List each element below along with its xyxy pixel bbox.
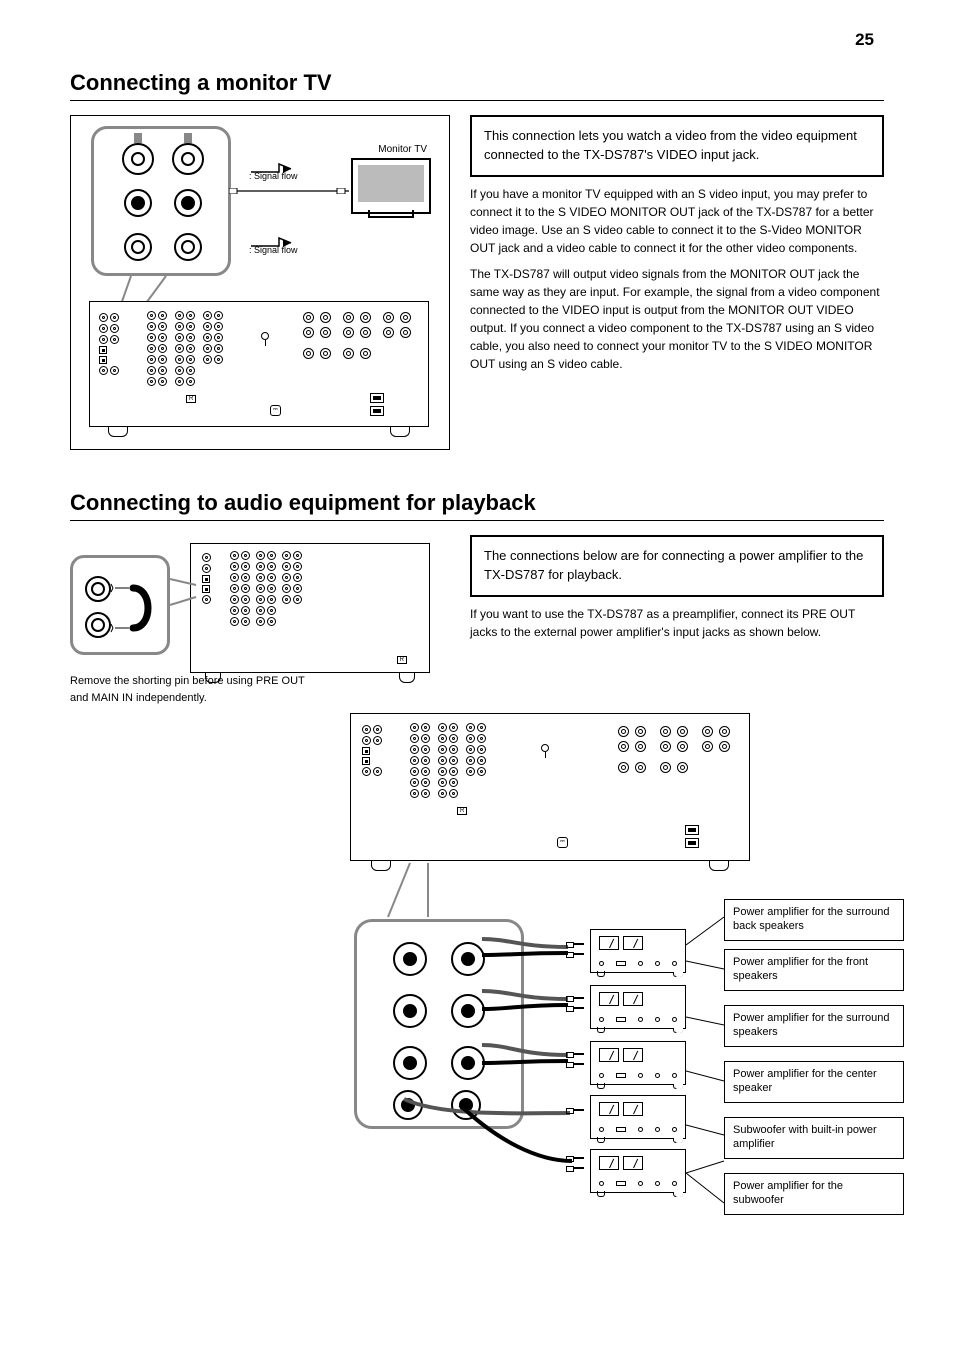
label-amp-3: Power amplifier for the center speaker bbox=[724, 1061, 904, 1103]
section1-text-col: This connection lets you watch a video f… bbox=[470, 115, 884, 381]
cable-front bbox=[480, 985, 570, 1019]
section2-rule bbox=[70, 520, 884, 521]
jack-top-left bbox=[122, 143, 154, 175]
u-pin-icon bbox=[109, 578, 159, 638]
jack-top-right bbox=[172, 143, 204, 175]
tv-screen bbox=[358, 165, 424, 202]
rear-panel-1: R bbox=[89, 301, 429, 427]
section1-para-1: If you have a monitor TV equipped with a… bbox=[470, 185, 884, 257]
rp1-gnd bbox=[260, 332, 270, 342]
section1-para-2: The TX-DS787 will output video signals f… bbox=[470, 265, 884, 373]
cable-sub bbox=[458, 1101, 574, 1171]
section2-right-top: The connections below are for connecting… bbox=[470, 535, 884, 649]
rp1-ac bbox=[370, 393, 384, 416]
amp-surrback bbox=[590, 929, 686, 973]
jack-bottom-right bbox=[174, 233, 202, 261]
rp1-foot-r bbox=[390, 427, 410, 437]
section2-title: Connecting to audio equipment for playba… bbox=[70, 490, 884, 516]
rp2b-gnd bbox=[541, 744, 549, 758]
jack-bottom-left bbox=[124, 233, 152, 261]
amp-front bbox=[590, 985, 686, 1029]
signal-label-bottom: : Signal flow bbox=[249, 246, 309, 256]
label-amp-4: Subwoofer with built-in power amplifier bbox=[724, 1117, 904, 1159]
cable-to-tv bbox=[229, 188, 349, 194]
rp1-left-block bbox=[98, 312, 120, 376]
rp1-speaker-terms bbox=[300, 310, 414, 361]
preamp-diagram: R ⎓ bbox=[70, 713, 884, 1243]
section2-left: R Remove the shorting pin before using P… bbox=[70, 535, 450, 705]
rp2b-ac bbox=[685, 825, 699, 848]
rp2a-grid bbox=[229, 550, 303, 627]
page: 25 Connecting a monitor TV bbox=[0, 0, 954, 1351]
rear-panel-2a: R bbox=[190, 543, 430, 673]
label-amp-2: Power amplifier for the surround speaker… bbox=[724, 1005, 904, 1047]
post1 bbox=[134, 133, 142, 143]
cable-surr bbox=[480, 1039, 570, 1073]
amp-leaders bbox=[686, 913, 726, 1213]
tv-icon bbox=[351, 158, 431, 214]
section1-title: Connecting a monitor TV bbox=[70, 70, 884, 96]
label-amp-0: Power amplifier for the surround back sp… bbox=[724, 899, 904, 941]
rp2b-badge: ⎓ bbox=[557, 837, 568, 848]
tv-label: Monitor TV bbox=[378, 144, 427, 155]
zoom-leader-2a bbox=[168, 575, 198, 615]
rp2a-foot-r bbox=[399, 673, 415, 683]
preout-surrback-l bbox=[393, 942, 427, 976]
signal-label-top: : Signal flow bbox=[249, 172, 309, 182]
section2-intro-right: If you want to use the TX-DS787 as a pre… bbox=[470, 605, 884, 641]
section2-top-row: R Remove the shorting pin before using P… bbox=[70, 535, 884, 705]
rp1-foot-l bbox=[108, 427, 128, 437]
rp2b-foot-r bbox=[709, 861, 729, 871]
rp2b-left bbox=[361, 724, 383, 777]
section1-rule bbox=[70, 100, 884, 101]
rp2a-left bbox=[201, 552, 212, 605]
rp2b-spkr bbox=[615, 724, 733, 775]
amp-surr bbox=[590, 1041, 686, 1085]
preout-jack-zoom bbox=[85, 576, 111, 602]
section1-summary-box: This connection lets you watch a video f… bbox=[470, 115, 884, 177]
rp2a-r: R bbox=[397, 656, 407, 664]
rp1-center-grid: R bbox=[146, 310, 224, 387]
rp1-badge: ⎓ bbox=[270, 405, 281, 416]
monitor-tv-diagram: Monitor TV : Signal flow : Signal flow bbox=[70, 115, 450, 450]
preout-leader bbox=[380, 861, 440, 921]
rear-panel-2b: R ⎓ bbox=[350, 713, 750, 861]
preout-front-l bbox=[393, 994, 427, 1028]
mainin-jack-zoom bbox=[85, 612, 111, 638]
cable-surrback bbox=[480, 935, 570, 965]
post2 bbox=[184, 133, 192, 143]
page-number: 25 bbox=[855, 30, 874, 50]
shorting-pin-zoom bbox=[70, 555, 170, 655]
section1-diagram-col: Monitor TV : Signal flow : Signal flow bbox=[70, 115, 450, 450]
rp2b-grid: R bbox=[409, 722, 487, 799]
monitor-out-callout bbox=[91, 126, 231, 276]
preout-surr-l bbox=[393, 1046, 427, 1080]
section2-summary-box: The connections below are for connecting… bbox=[470, 535, 884, 597]
section2-intro-left: Remove the shorting pin before using PRE… bbox=[70, 673, 310, 706]
monitor-out-svideo-jack bbox=[174, 189, 202, 217]
section1-row: Monitor TV : Signal flow : Signal flow bbox=[70, 115, 884, 450]
amp-center bbox=[590, 1095, 686, 1139]
label-amp-1: Power amplifier for the front speakers bbox=[724, 949, 904, 991]
label-amp-5: Power amplifier for the subwoofer bbox=[724, 1173, 904, 1215]
monitor-out-video-jack bbox=[124, 189, 152, 217]
amp-sub bbox=[590, 1149, 686, 1193]
